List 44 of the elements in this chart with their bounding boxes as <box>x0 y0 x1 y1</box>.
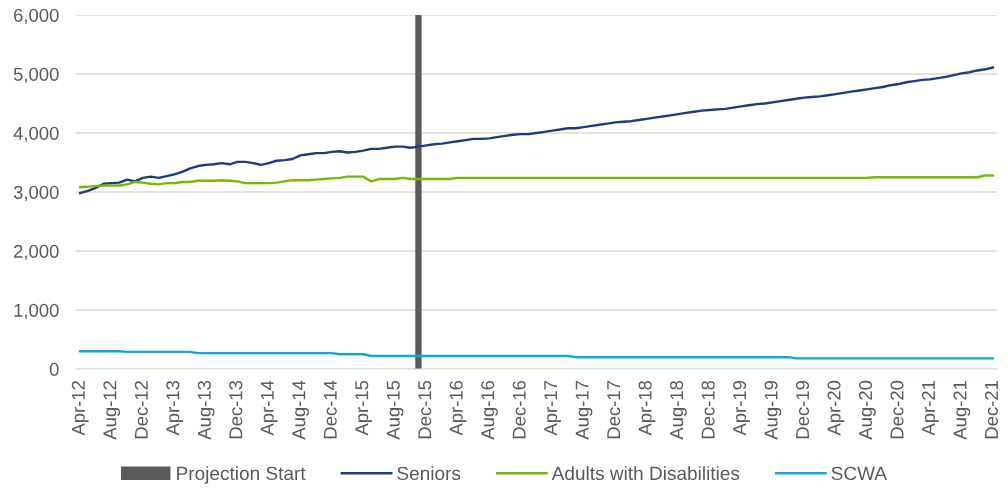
legend-label: Seniors <box>397 466 461 481</box>
x-tick-label: Dec-19 <box>796 380 810 439</box>
x-tick-label: Dec-16 <box>512 380 526 439</box>
x-tick-label: Apr-15 <box>355 380 372 436</box>
x-tick-label: Apr-14 <box>260 380 278 436</box>
x-tick-label: Aug-14 <box>292 380 309 440</box>
x-tick-label: Apr-12 <box>71 381 89 436</box>
x-tick-label: Aug-15 <box>386 380 404 440</box>
x-tick-label: Dec-17 <box>607 381 621 439</box>
x-tick-label: Aug-17 <box>575 381 593 440</box>
x-tick-label: Aug-20 <box>858 380 876 440</box>
y-tick-label: 0 <box>49 362 59 376</box>
x-tick-label: Dec-12 <box>134 381 148 439</box>
y-tick-label: 6,000 <box>14 8 59 25</box>
x-tick-label: Dec-20 <box>890 380 904 439</box>
x-tick-label: Apr-21 <box>921 381 939 436</box>
x-tick-label: Aug-21 <box>953 381 971 440</box>
y-tick-label: 4,000 <box>13 126 59 143</box>
x-tick-label: Apr-17 <box>544 381 561 436</box>
line-series <box>78 174 995 189</box>
x-tick-label: Aug-12 <box>103 381 121 440</box>
line-series <box>78 350 995 360</box>
legend-label: Projection Start <box>177 466 306 484</box>
y-tick-label: 3,000 <box>13 185 59 202</box>
x-tick-label: Dec-15 <box>418 380 432 439</box>
x-tick-label: Aug-13 <box>197 380 215 440</box>
x-tick-label: Apr-19 <box>733 380 750 436</box>
line-series <box>78 66 995 195</box>
x-tick-label: Apr-13 <box>166 380 184 436</box>
y-tick-label: 2,000 <box>14 244 59 261</box>
x-tick-label: Dec-21 <box>984 381 999 439</box>
x-tick-label: Dec-18 <box>701 380 715 439</box>
y-tick-label: 1,000 <box>14 303 59 320</box>
x-tick-label: Apr-20 <box>827 380 845 436</box>
y-tick-label: 5,000 <box>13 67 59 84</box>
x-tick-label: Apr-16 <box>449 380 467 436</box>
legend-label: SCWA <box>831 466 887 481</box>
legend-label: Adults with Disabilities <box>551 466 740 481</box>
x-tick-label: Aug-18 <box>670 380 687 440</box>
x-tick-label: Apr-18 <box>638 380 656 436</box>
x-tick-label: Dec-13 <box>229 380 243 439</box>
x-tick-label: Aug-16 <box>481 380 498 440</box>
x-tick-label: Dec-14 <box>323 380 337 439</box>
x-tick-label: Aug-19 <box>764 380 782 440</box>
